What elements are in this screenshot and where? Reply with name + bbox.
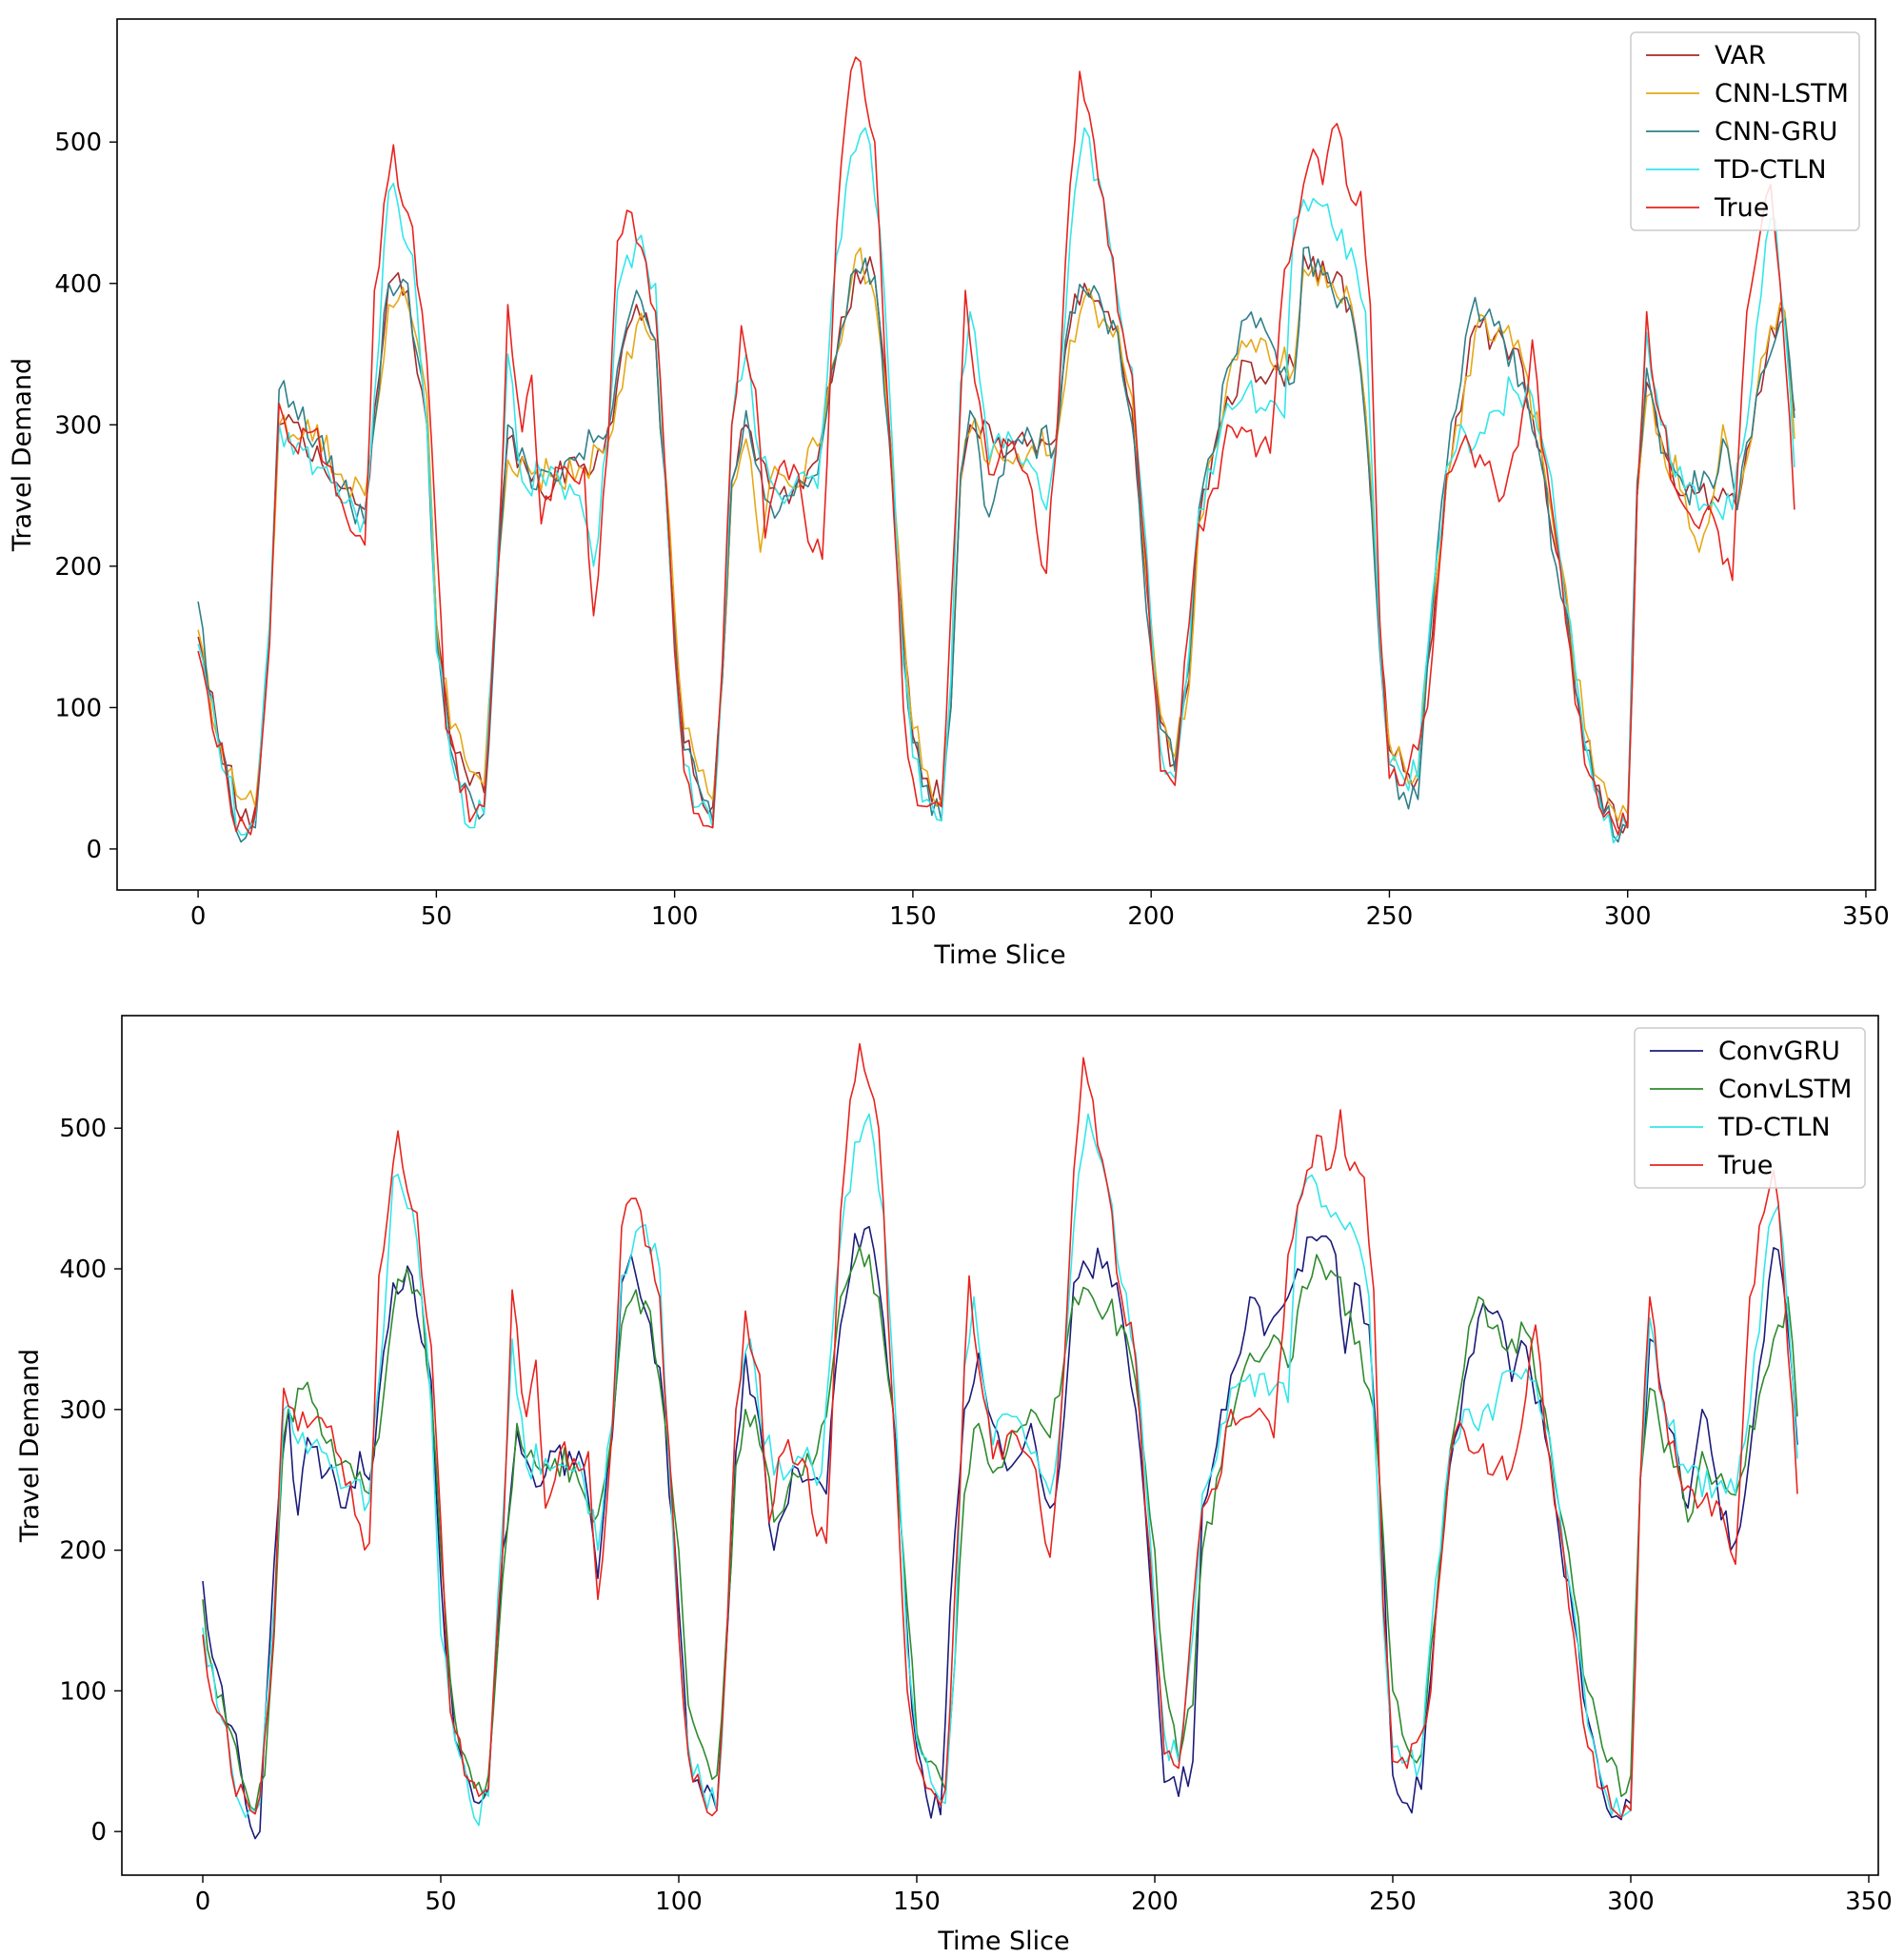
- legend: VAR CNN-LSTM CNN-GRU TD-CTLN True: [1630, 31, 1860, 231]
- y-axis-label: Travel Demand: [15, 1349, 45, 1543]
- legend-label: CNN-LSTM: [1715, 79, 1849, 109]
- y-tick-label: 100: [59, 1677, 107, 1706]
- x-tick-label: 0: [190, 902, 207, 931]
- legend-label: ConvGRU: [1718, 1037, 1840, 1066]
- x-axis-label: Time Slice: [937, 1927, 1069, 1956]
- x-tick-label: 100: [651, 902, 699, 931]
- y-tick-label: 300: [59, 1396, 107, 1425]
- legend-item-convlstm: ConvLSTM: [1650, 1075, 1852, 1104]
- x-tick-label: 200: [1127, 902, 1175, 931]
- plot-frame: [121, 1015, 1879, 1876]
- legend-label: True: [1714, 193, 1769, 223]
- series-line-var: [197, 254, 1795, 834]
- y-tick-label: 300: [54, 411, 102, 440]
- plot-frame: [116, 18, 1876, 891]
- x-tick-label: 150: [889, 902, 937, 931]
- legend-item-td-ctln: TD-CTLN: [1646, 155, 1827, 185]
- series-group: [202, 1042, 1798, 1840]
- y-tick-label: 200: [59, 1537, 107, 1566]
- x-axis-label: Time Slice: [933, 940, 1065, 970]
- legend-item-td-ctln: TD-CTLN: [1650, 1113, 1831, 1142]
- y-tick-label: 400: [59, 1255, 107, 1284]
- series-line-td-ctln: [197, 127, 1795, 844]
- legend: ConvGRU ConvLSTM TD-CTLN True: [1634, 1027, 1866, 1189]
- chart-top: 0 50 100 150 200 250 300 350 0 100 200 300 400 500 Tim…: [8, 18, 1890, 970]
- y-tick-label: 0: [90, 1818, 107, 1847]
- legend-label: TD-CTLN: [1717, 1113, 1831, 1142]
- y-tick-label: 500: [59, 1115, 107, 1143]
- x-tick-label: 100: [655, 1888, 703, 1916]
- legend-label: VAR: [1715, 41, 1766, 70]
- y-axis-label: Travel Demand: [8, 358, 37, 552]
- y-tick-label: 0: [86, 836, 102, 864]
- y-tick-label: 100: [54, 694, 102, 722]
- legend-frame: [1634, 1027, 1866, 1189]
- x-tick-label: 0: [195, 1888, 211, 1916]
- x-tick-label: 50: [421, 902, 452, 931]
- series-group: [197, 56, 1795, 844]
- x-tick-label: 250: [1369, 1888, 1417, 1916]
- legend-item-true: True: [1646, 193, 1769, 223]
- legend-item-var: VAR: [1646, 41, 1766, 70]
- legend-frame: [1630, 31, 1860, 231]
- x-tick-label: 150: [893, 1888, 941, 1916]
- legend-item-true: True: [1650, 1151, 1773, 1180]
- x-tick-label: 300: [1607, 1888, 1655, 1916]
- x-tick-label: 250: [1366, 902, 1414, 931]
- legend-item-cnn-lstm: CNN-LSTM: [1646, 79, 1849, 109]
- y-tick-label: 500: [54, 128, 102, 157]
- legend-label: TD-CTLN: [1714, 155, 1827, 185]
- series-line-td-ctln: [202, 1113, 1798, 1827]
- legend-item-convgru: ConvGRU: [1650, 1037, 1840, 1066]
- chart-bottom: 0 50 100 150 200 250 300 350 0 100 200 300 400 500 Tim…: [15, 1015, 1893, 1956]
- x-tick-label: 350: [1842, 902, 1890, 931]
- y-tick-label: 400: [54, 270, 102, 299]
- series-line-cnn-gru: [197, 246, 1795, 843]
- x-tick-label: 50: [425, 1888, 456, 1916]
- y-tick-label: 200: [54, 553, 102, 582]
- x-tick-label: 200: [1131, 1888, 1179, 1916]
- legend-label: True: [1717, 1151, 1773, 1180]
- x-tick-label: 300: [1604, 902, 1652, 931]
- legend-label: CNN-GRU: [1715, 117, 1837, 147]
- legend-item-cnn-gru: CNN-GRU: [1646, 117, 1837, 147]
- series-line-true: [197, 56, 1795, 836]
- series-line-true: [202, 1042, 1798, 1819]
- x-tick-label: 350: [1845, 1888, 1893, 1916]
- legend-label: ConvLSTM: [1718, 1075, 1852, 1104]
